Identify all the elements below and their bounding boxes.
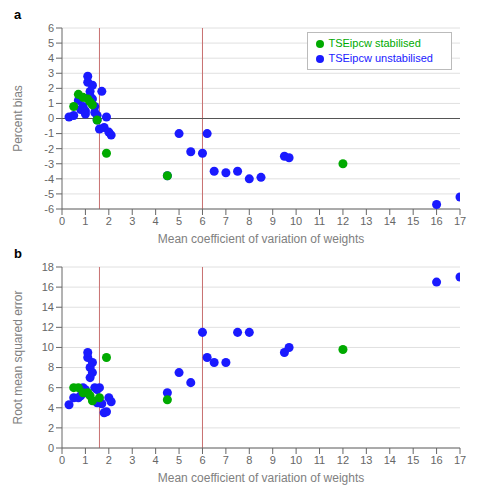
svg-text:12: 12 bbox=[337, 215, 349, 227]
svg-text:8: 8 bbox=[246, 215, 252, 227]
svg-text:4: 4 bbox=[153, 454, 159, 466]
svg-text:16: 16 bbox=[430, 454, 442, 466]
svg-text:-5: -5 bbox=[44, 188, 54, 200]
svg-text:0: 0 bbox=[48, 442, 54, 454]
svg-text:17: 17 bbox=[454, 454, 466, 466]
svg-text:1: 1 bbox=[82, 215, 88, 227]
svg-text:-3: -3 bbox=[44, 158, 54, 170]
svg-text:-4: -4 bbox=[44, 173, 54, 185]
svg-text:0: 0 bbox=[59, 454, 65, 466]
svg-text:6: 6 bbox=[199, 454, 205, 466]
svg-text:11: 11 bbox=[314, 454, 325, 466]
svg-text:10: 10 bbox=[42, 341, 54, 353]
svg-text:9: 9 bbox=[270, 454, 276, 466]
svg-text:6: 6 bbox=[48, 22, 54, 34]
svg-text:-6: -6 bbox=[44, 203, 54, 215]
svg-text:5: 5 bbox=[48, 37, 54, 49]
svg-text:Mean coefficient of variation: Mean coefficient of variation of weights bbox=[158, 471, 365, 485]
svg-text:3: 3 bbox=[129, 454, 135, 466]
svg-text:-2: -2 bbox=[44, 143, 54, 155]
svg-text:12: 12 bbox=[42, 321, 54, 333]
svg-text:Mean coefficient of variation: Mean coefficient of variation of weights bbox=[158, 232, 365, 246]
svg-text:0: 0 bbox=[48, 112, 54, 124]
svg-text:2: 2 bbox=[106, 454, 112, 466]
svg-text:16: 16 bbox=[430, 215, 442, 227]
svg-text:5: 5 bbox=[176, 215, 182, 227]
svg-text:14: 14 bbox=[384, 454, 396, 466]
svg-text:4: 4 bbox=[153, 215, 159, 227]
svg-text:12: 12 bbox=[337, 454, 349, 466]
svg-text:14: 14 bbox=[384, 215, 396, 227]
svg-text:9: 9 bbox=[270, 215, 276, 227]
svg-text:17: 17 bbox=[454, 215, 466, 227]
svg-text:2: 2 bbox=[106, 215, 112, 227]
svg-text:2: 2 bbox=[48, 82, 54, 94]
svg-text:10: 10 bbox=[290, 215, 302, 227]
svg-text:0: 0 bbox=[59, 215, 65, 227]
svg-text:3: 3 bbox=[129, 215, 135, 227]
html-text:a: a bbox=[14, 7, 22, 22]
svg-text:5: 5 bbox=[176, 454, 182, 466]
svg-text:11: 11 bbox=[314, 215, 325, 227]
svg-text:13: 13 bbox=[360, 454, 372, 466]
svg-text:7: 7 bbox=[223, 215, 229, 227]
svg-text:1: 1 bbox=[82, 454, 88, 466]
svg-text:6: 6 bbox=[199, 215, 205, 227]
svg-text:10: 10 bbox=[290, 454, 302, 466]
svg-text:Root mean squared error: Root mean squared error bbox=[11, 290, 25, 424]
html-text:TSEipcw stabilised: TSEipcw stabilised bbox=[328, 37, 421, 49]
svg-text:15: 15 bbox=[407, 215, 419, 227]
svg-text:15: 15 bbox=[407, 454, 419, 466]
svg-text:18: 18 bbox=[42, 261, 54, 273]
svg-text:13: 13 bbox=[360, 215, 372, 227]
svg-text:3: 3 bbox=[48, 67, 54, 79]
html-text:TSEipcw unstabilised: TSEipcw unstabilised bbox=[328, 52, 433, 64]
svg-text:Percent bias: Percent bias bbox=[11, 85, 25, 152]
svg-text:6: 6 bbox=[48, 382, 54, 394]
svg-text:7: 7 bbox=[223, 454, 229, 466]
svg-text:8: 8 bbox=[246, 454, 252, 466]
svg-text:1: 1 bbox=[48, 97, 54, 109]
svg-text:4: 4 bbox=[48, 52, 54, 64]
svg-text:-1: -1 bbox=[44, 127, 54, 139]
html-text:b: b bbox=[14, 246, 22, 261]
svg-text:2: 2 bbox=[48, 422, 54, 434]
svg-text:4: 4 bbox=[48, 402, 54, 414]
svg-text:14: 14 bbox=[42, 301, 54, 313]
svg-text:8: 8 bbox=[48, 361, 54, 373]
svg-text:16: 16 bbox=[42, 281, 54, 293]
